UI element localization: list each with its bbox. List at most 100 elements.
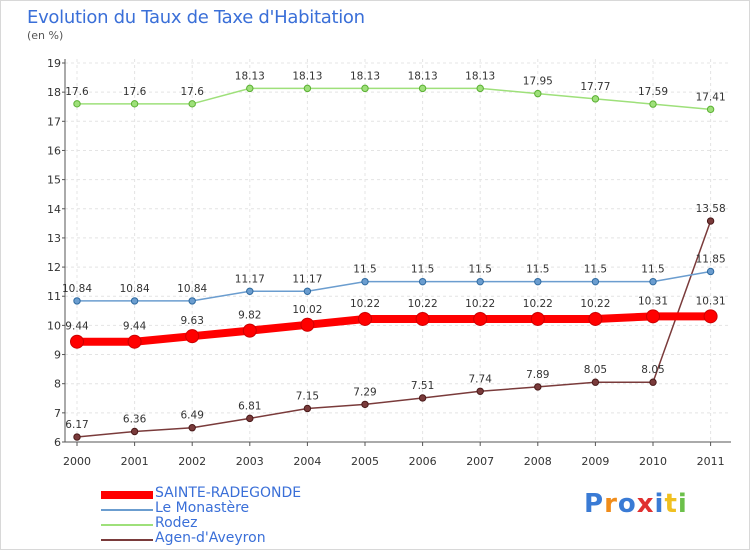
x-tick-label: 2006 bbox=[409, 455, 437, 468]
data-point-sainte-radegonde bbox=[358, 311, 372, 326]
legend-item: Le Monastère bbox=[101, 500, 361, 517]
x-tick-label: 2007 bbox=[466, 455, 494, 468]
data-label-rodez: 17.6 bbox=[123, 86, 147, 98]
data-label-rodez: 18.13 bbox=[235, 70, 265, 82]
y-tick-label: 8 bbox=[54, 378, 61, 391]
data-point-agen-d-aveyron bbox=[534, 383, 542, 391]
series-line-le-monast-re bbox=[77, 270, 711, 302]
data-label-rodez: 17.77 bbox=[580, 81, 610, 93]
data-label-rodez: 17.95 bbox=[523, 76, 553, 88]
data-label-agen-d-aveyron: 6.36 bbox=[123, 414, 147, 426]
chart-subtitle: (en %) bbox=[27, 29, 64, 42]
data-point-agen-d-aveyron bbox=[476, 387, 484, 395]
y-tick-label: 14 bbox=[47, 203, 61, 216]
data-point-rodez bbox=[476, 84, 484, 93]
data-point-agen-d-aveyron bbox=[591, 378, 600, 386]
x-tick-label: 2011 bbox=[697, 455, 725, 468]
data-point-le-monast-re bbox=[418, 277, 427, 286]
legend-swatch bbox=[101, 509, 153, 511]
data-label-sainte-radegonde: 10.22 bbox=[350, 298, 380, 310]
data-label-le-monast-re: 11.5 bbox=[584, 264, 607, 276]
y-tick-label: 9 bbox=[54, 349, 61, 362]
data-point-rodez bbox=[361, 84, 369, 93]
data-label-le-monast-re: 11.5 bbox=[469, 264, 492, 276]
data-label-le-monast-re: 11.5 bbox=[411, 264, 434, 276]
data-point-sainte-radegonde bbox=[185, 329, 200, 344]
y-tick-label: 19 bbox=[47, 57, 61, 70]
data-point-agen-d-aveyron bbox=[246, 414, 254, 423]
data-point-agen-d-aveyron bbox=[649, 378, 657, 386]
data-label-agen-d-aveyron: 6.17 bbox=[65, 419, 88, 431]
data-label-agen-d-aveyron: 7.89 bbox=[526, 369, 549, 381]
data-point-le-monast-re bbox=[476, 277, 484, 286]
data-label-agen-d-aveyron: 6.49 bbox=[181, 410, 204, 422]
data-point-le-monast-re bbox=[591, 277, 600, 286]
data-label-sainte-radegonde: 10.22 bbox=[523, 298, 553, 310]
x-tick-label: 2010 bbox=[639, 455, 667, 468]
data-label-sainte-radegonde: 10.22 bbox=[580, 298, 610, 310]
data-point-agen-d-aveyron bbox=[418, 394, 427, 402]
data-label-agen-d-aveyron: 7.74 bbox=[469, 373, 493, 385]
y-tick-label: 6 bbox=[54, 436, 61, 449]
data-label-sainte-radegonde: 9.44 bbox=[65, 321, 89, 333]
data-label-agen-d-aveyron: 13.58 bbox=[696, 203, 726, 215]
data-point-le-monast-re bbox=[73, 297, 81, 305]
data-point-sainte-radegonde bbox=[415, 311, 430, 326]
legend-label: Agen-d'Aveyron bbox=[155, 530, 266, 546]
y-tick-label: 7 bbox=[54, 407, 61, 420]
x-tick-label: 2001 bbox=[121, 455, 149, 468]
data-point-sainte-radegonde bbox=[703, 309, 718, 324]
y-tick-label: 12 bbox=[47, 261, 61, 274]
data-label-agen-d-aveyron: 7.15 bbox=[296, 390, 319, 402]
data-point-le-monast-re bbox=[534, 277, 542, 286]
data-label-rodez: 17.6 bbox=[65, 86, 89, 98]
data-label-sainte-radegonde: 10.02 bbox=[292, 304, 322, 316]
data-label-sainte-radegonde: 10.22 bbox=[465, 298, 495, 310]
data-label-le-monast-re: 10.84 bbox=[120, 283, 150, 295]
data-label-sainte-radegonde: 9.63 bbox=[181, 315, 204, 327]
data-point-sainte-radegonde bbox=[646, 309, 660, 324]
data-label-le-monast-re: 11.5 bbox=[641, 264, 664, 276]
legend-item: Rodez bbox=[101, 515, 361, 532]
data-point-le-monast-re bbox=[706, 267, 715, 276]
data-label-sainte-radegonde: 9.82 bbox=[238, 310, 261, 322]
y-tick-label: 16 bbox=[47, 144, 61, 157]
legend-swatch bbox=[101, 524, 153, 526]
series-line-agen-d-aveyron bbox=[76, 220, 712, 438]
chart-title: Evolution du Taux de Taxe d'Habitation bbox=[27, 7, 365, 28]
data-label-agen-d-aveyron: 8.05 bbox=[641, 364, 664, 376]
data-point-rodez bbox=[188, 100, 196, 108]
data-label-le-monast-re: 11.17 bbox=[292, 273, 322, 285]
data-label-rodez: 17.41 bbox=[696, 91, 726, 103]
data-label-le-monast-re: 11.85 bbox=[696, 253, 726, 265]
data-point-rodez bbox=[591, 95, 600, 103]
x-tick-label: 2005 bbox=[351, 455, 379, 468]
data-label-sainte-radegonde: 9.44 bbox=[123, 321, 147, 333]
data-point-rodez bbox=[303, 84, 312, 93]
data-label-sainte-radegonde: 10.22 bbox=[408, 298, 438, 310]
data-label-rodez: 17.6 bbox=[181, 86, 205, 98]
x-tick-label: 2003 bbox=[236, 455, 264, 468]
data-point-sainte-radegonde bbox=[242, 323, 257, 338]
data-label-le-monast-re: 10.84 bbox=[62, 283, 92, 295]
y-tick-label: 10 bbox=[47, 319, 61, 332]
y-tick-label: 17 bbox=[47, 115, 61, 128]
y-tick-label: 15 bbox=[47, 174, 61, 187]
data-point-agen-d-aveyron bbox=[188, 424, 196, 432]
data-label-rodez: 18.13 bbox=[292, 70, 322, 82]
x-tick-label: 2008 bbox=[524, 455, 552, 468]
data-point-sainte-radegonde bbox=[127, 334, 142, 349]
x-tick-label: 2009 bbox=[581, 455, 609, 468]
data-point-le-monast-re bbox=[303, 287, 312, 295]
chart-legend: SAINTE-RADEGONDE Le Monastère Rodez Agen-d'… bbox=[101, 485, 361, 547]
data-point-sainte-radegonde bbox=[588, 311, 603, 326]
data-point-sainte-radegonde bbox=[70, 334, 84, 349]
data-point-sainte-radegonde bbox=[530, 311, 545, 326]
legend-item: Agen-d'Aveyron bbox=[101, 530, 361, 547]
y-tick-label: 18 bbox=[47, 86, 61, 99]
data-label-rodez: 18.13 bbox=[350, 70, 380, 82]
proxiti-logo: Proxiti bbox=[584, 489, 688, 519]
data-label-agen-d-aveyron: 7.29 bbox=[353, 386, 376, 398]
data-label-rodez: 18.13 bbox=[408, 70, 438, 82]
